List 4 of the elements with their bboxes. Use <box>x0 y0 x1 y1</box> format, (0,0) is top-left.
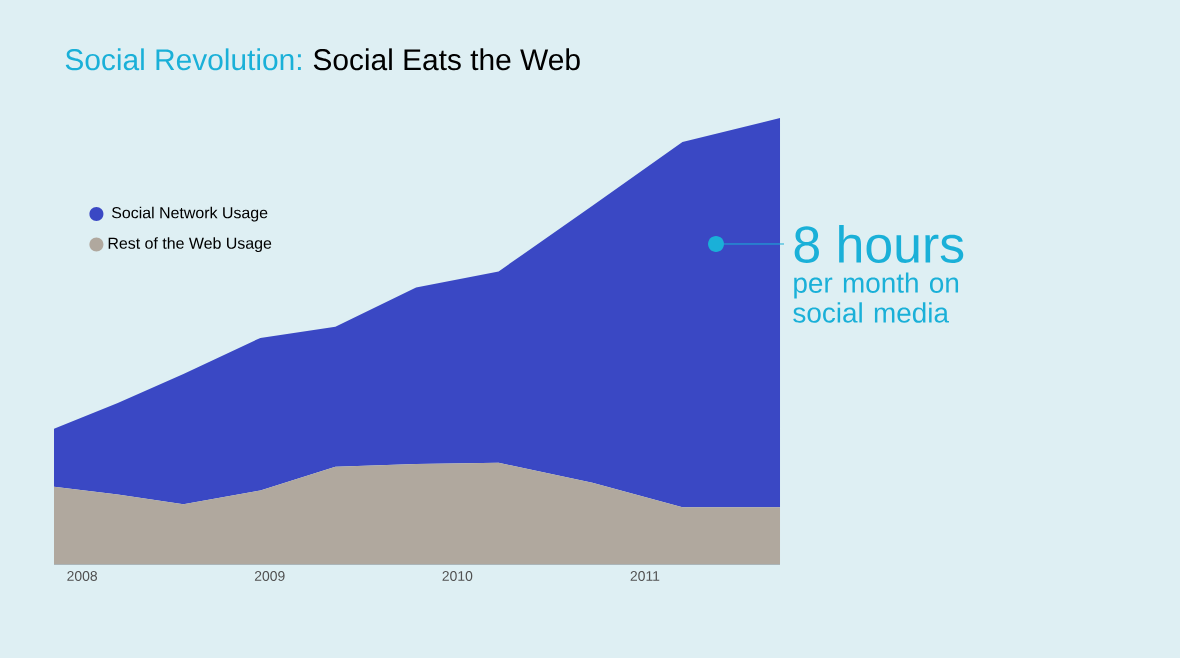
chart-title: Social Revolution: <box>65 48 301 71</box>
text: 8 hours <box>794 224 964 264</box>
chart-subtitle: Social Eats the Web <box>313 48 580 71</box>
text: per month on social media <box>793 272 959 323</box>
